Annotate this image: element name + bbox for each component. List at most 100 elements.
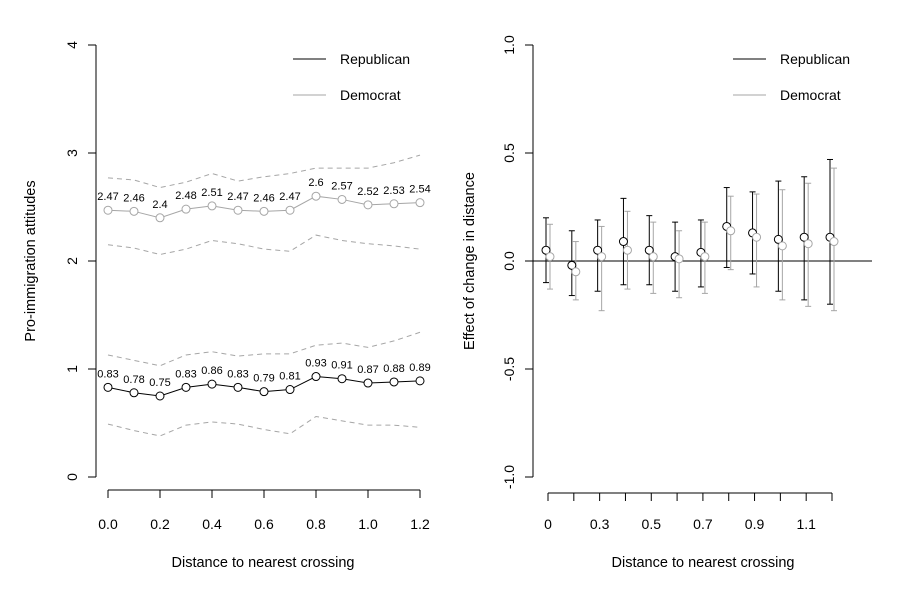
democrat-point: [415, 198, 425, 208]
republican-effect-point: [541, 245, 551, 255]
democrat-point: [389, 199, 399, 209]
republican-point: [155, 391, 165, 401]
republican-ci-lower: [107, 415, 421, 437]
y-tick-label: 2: [64, 257, 80, 265]
democrat-effect-point: [777, 241, 787, 251]
x-tick-label: 1.2: [410, 516, 430, 532]
republican-data-label: 0.75: [149, 377, 170, 389]
right-x-axis-title: Distance to nearest crossing: [612, 555, 795, 571]
democrat-data-label: 2.57: [331, 180, 352, 192]
x-tick-label: 0: [544, 516, 552, 532]
republican-point: [129, 388, 139, 398]
right-axes: -1.0 -0.5 0.0 0.5 1.0 0 0.3 0.5 0.7 0.9 1.1: [501, 35, 833, 532]
democrat-data-label: 2.53: [383, 185, 404, 197]
republican-point: [259, 387, 269, 397]
republican-effect-point: [593, 245, 603, 255]
y-tick-label: 1: [64, 365, 80, 373]
x-tick-label: 1.1: [796, 516, 816, 532]
republican-point: [337, 374, 347, 384]
democrat-point: [259, 206, 269, 216]
republican-point: [311, 372, 321, 382]
right-points: [541, 221, 839, 277]
democrat-point: [155, 213, 165, 223]
democrat-data-label: 2.47: [279, 191, 300, 203]
republican-point: [415, 376, 425, 386]
republican-point: [103, 382, 113, 392]
y-tick-label: 0.5: [501, 143, 517, 163]
democrat-point: [207, 201, 217, 211]
democrat-data-label: 2.54: [409, 184, 430, 196]
left-legend: Republican Democrat: [293, 51, 410, 103]
republican-data-label: 0.79: [253, 373, 274, 385]
republican-point: [207, 379, 217, 389]
republican-point: [363, 378, 373, 388]
left-x-axis-title: Distance to nearest crossing: [172, 555, 355, 571]
democrat-effect-point: [726, 226, 736, 236]
republican-data-label: 0.88: [383, 363, 404, 375]
republican-data-label: 0.91: [331, 360, 352, 372]
x-tick-label: 0.8: [306, 516, 326, 532]
democrat-data-label: 2.47: [227, 191, 248, 203]
democrat-point: [233, 205, 243, 215]
x-tick-label: 0.7: [693, 516, 713, 532]
democrat-effect-point: [700, 252, 710, 262]
democrat-data-label: 2.47: [97, 191, 118, 203]
left-ci-bands: [107, 154, 421, 437]
y-tick-label: 0.0: [501, 251, 517, 271]
democrat-point: [181, 204, 191, 214]
x-tick-label: 0.2: [150, 516, 170, 532]
democrat-effect-point: [803, 239, 813, 249]
democrat-point: [311, 191, 321, 201]
legend-label-republican: Republican: [340, 51, 410, 67]
legend-label-democrat: Democrat: [780, 87, 841, 103]
republican-point: [285, 385, 295, 395]
x-tick-label: 0.3: [590, 516, 610, 532]
left-y-axis-title: Pro-immigration attitudes: [23, 180, 39, 341]
y-tick-label: 3: [64, 149, 80, 157]
democrat-data-label: 2.51: [201, 187, 222, 199]
democrat-point: [337, 194, 347, 204]
democrat-point: [363, 200, 373, 210]
right-panel: -1.0 -0.5 0.0 0.5 1.0 0 0.3 0.5 0.7 0.9 1.1 Republ…: [462, 35, 872, 571]
democrat-effect-point: [622, 245, 632, 255]
republican-data-label: 0.93: [305, 358, 326, 370]
y-tick-label: 1.0: [501, 35, 517, 55]
x-tick-label: 0.5: [642, 516, 662, 532]
republican-point: [389, 377, 399, 387]
republican-data-label: 0.83: [97, 368, 118, 380]
republican-effect-point: [644, 245, 654, 255]
right-error-bars: [543, 158, 837, 312]
republican-data-label: 0.81: [279, 371, 300, 383]
republican-ci-upper: [107, 331, 421, 367]
x-tick-label: 0.4: [202, 516, 222, 532]
y-tick-label: 0: [64, 473, 80, 481]
y-tick-label: 4: [64, 41, 80, 49]
left-panel: 0.83 0.78 0.750.83 0.86 0.83 0.79 0.810.93 0.91…: [23, 41, 431, 571]
y-tick-label: -0.5: [501, 357, 517, 381]
legend-label-democrat: Democrat: [340, 87, 401, 103]
democrat-data-label: 2.52: [357, 186, 378, 198]
republican-effect-point: [799, 232, 809, 242]
right-legend: Republican Democrat: [733, 51, 850, 103]
democrat-data-label: 2.6: [308, 177, 323, 189]
republican-data-label: 0.87: [357, 364, 378, 376]
republican-data-label: 0.89: [409, 362, 430, 374]
democrat-effect-point: [545, 252, 555, 262]
democrat-effect-point: [571, 267, 581, 277]
democrat-data-label: 2.46: [253, 192, 274, 204]
democrat-effect-point: [648, 252, 658, 262]
republican-effect-point: [618, 237, 628, 247]
republican-data-label: 0.83: [175, 368, 196, 380]
democrat-effect-point: [597, 252, 607, 262]
legend-label-republican: Republican: [780, 51, 850, 67]
republican-point: [233, 382, 243, 392]
democrat-effect-point: [752, 232, 762, 242]
republican-effect-point: [567, 260, 577, 270]
republican-point: [181, 382, 191, 392]
democrat-effect-point: [674, 254, 684, 264]
x-tick-label: 0.6: [254, 516, 274, 532]
y-tick-label: -1.0: [501, 465, 517, 489]
republican-effect-point: [773, 234, 783, 244]
democrat-ci-lower: [107, 234, 421, 256]
